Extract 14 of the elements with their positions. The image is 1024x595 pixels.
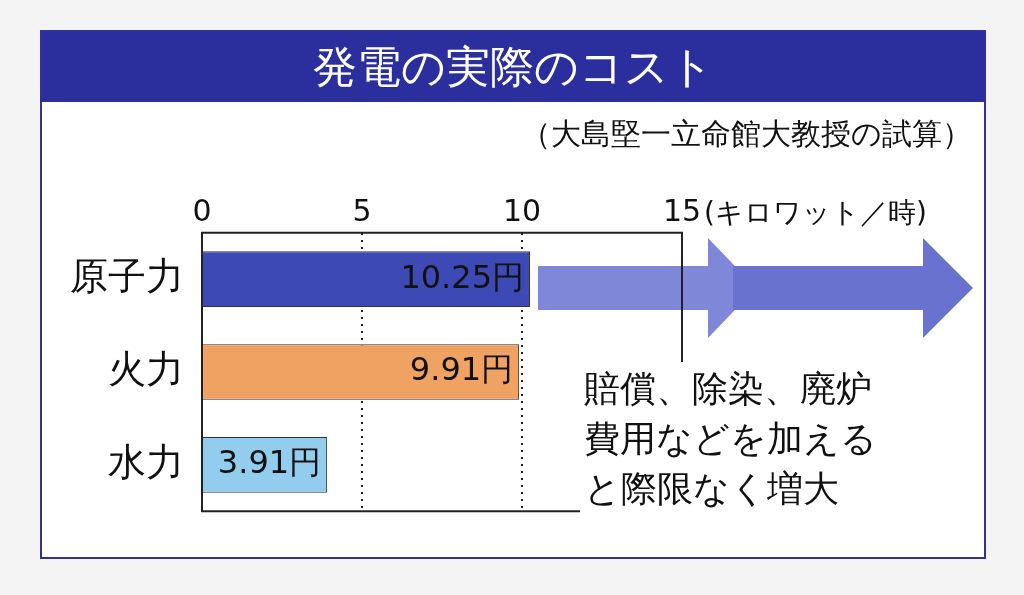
- y-tick-label: 火力: [108, 346, 184, 391]
- x-tick-label: 15: [662, 192, 702, 228]
- chart-title: 発電の実際のコスト: [42, 32, 984, 102]
- text: （大島堅一立命館大教授の試算）: [521, 115, 972, 153]
- data-label: 10.25円: [400, 257, 524, 296]
- x-tick-label: 0: [192, 192, 212, 228]
- data-label: 9.91円: [409, 350, 514, 389]
- x-tick-label: 5: [352, 192, 372, 228]
- data-label: 3.91円: [217, 443, 322, 482]
- y-tick-label: 原子力: [70, 254, 184, 299]
- annotation: 賠償、除染、廃炉費用などを加えると際限なく増大: [580, 362, 888, 516]
- y-tick-label: 水力: [108, 439, 184, 484]
- x-axis-title: (キロワット／時): [704, 196, 927, 230]
- x-tick-label: 10: [502, 192, 542, 228]
